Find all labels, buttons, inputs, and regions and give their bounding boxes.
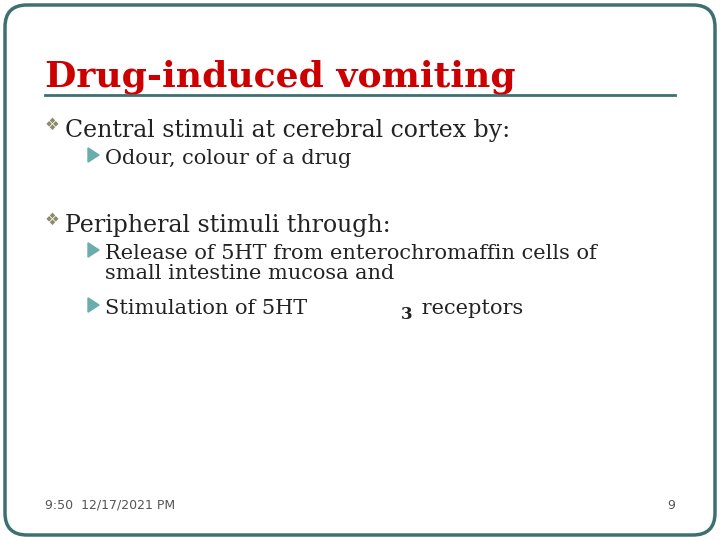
Text: Stimulation of 5HT: Stimulation of 5HT (105, 299, 307, 318)
Text: Central stimuli at cerebral cortex by:: Central stimuli at cerebral cortex by: (65, 119, 510, 142)
Polygon shape (88, 243, 99, 257)
Text: receptors: receptors (415, 299, 523, 318)
Text: 3: 3 (401, 306, 413, 323)
Text: Peripheral stimuli through:: Peripheral stimuli through: (65, 214, 391, 237)
Text: Odour, colour of a drug: Odour, colour of a drug (105, 149, 351, 168)
FancyBboxPatch shape (5, 5, 715, 535)
Text: Drug-induced vomiting: Drug-induced vomiting (45, 60, 516, 94)
Text: 9:50  12/17/2021 PM: 9:50 12/17/2021 PM (45, 499, 175, 512)
Text: 9: 9 (667, 499, 675, 512)
Text: ❖: ❖ (45, 116, 60, 134)
Polygon shape (88, 148, 99, 162)
Polygon shape (88, 298, 99, 312)
Text: small intestine mucosa and: small intestine mucosa and (105, 264, 395, 283)
Text: Release of 5HT from enterochromaffin cells of: Release of 5HT from enterochromaffin cel… (105, 244, 597, 263)
Text: ❖: ❖ (45, 211, 60, 229)
